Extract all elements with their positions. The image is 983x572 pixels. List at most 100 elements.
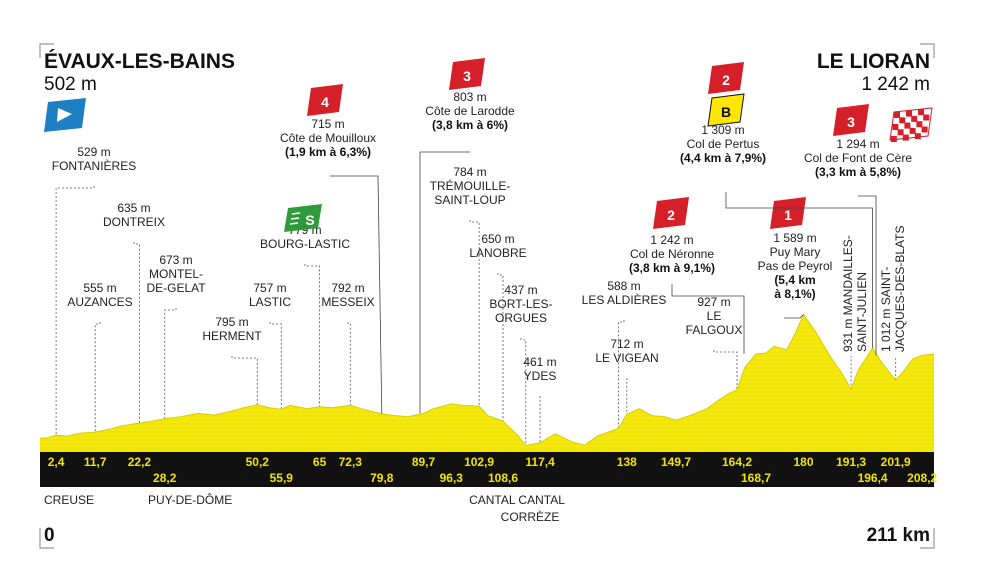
climb-category-flag-icon [708,62,744,94]
climb-detail: (1,9 km à 6,3%) [285,145,371,159]
climb-leader [858,195,877,356]
waypoint-text: LASTIC [249,295,291,309]
leader-line [469,220,480,407]
finish-flag-square [911,115,918,122]
frame-corner-bottom-right [920,528,935,549]
profile-edge [40,313,935,447]
waypoint-text: BOURG-LASTIC [260,237,350,251]
region-creuse: CREUSE [44,493,94,507]
leader-line [269,322,282,410]
km-tick-label: 11,7 [84,455,107,469]
sprint-marker: S [284,204,322,232]
waypoint-text: LE [707,309,722,323]
finish-flag-square [890,136,897,142]
km-tick-label: 65 [313,455,327,469]
start-altitude: 502 m [44,74,97,95]
climb-category-label: 1 [784,207,792,223]
finish-flag-square [906,110,912,117]
finish-flag-square [923,114,930,121]
leader-line [164,308,177,419]
climb-category-label: 3 [463,68,471,84]
km-tick-label: 72,3 [339,455,363,469]
waypoint-text: TRÉMOUILLE- [430,178,511,193]
km-tick-label: 208,2 [907,471,937,485]
km-tick-label: 89,7 [412,455,436,469]
waypoint-text: DE-GELAT [146,281,206,295]
climb-detail: (4,4 km à 7,9%) [680,151,766,165]
waypoint-label-vertical: 931 m MANDAILLES- SAINT-JULIEN [841,235,869,352]
climb-altitude: 1 294 m [836,137,879,151]
sprint-speed-lines [289,212,301,225]
climb-leader [784,314,804,319]
region-cantal-cantal: CANTAL CANTAL [469,493,565,507]
climb-detail-2: à 8,1%) [774,287,815,301]
climb-category-label: 2 [722,72,730,88]
waypoint-text: HERMENT [202,329,262,343]
waypoint-text: MONTEL- [149,267,203,281]
km-tick-label: 164,2 [722,455,752,469]
waypoint-text: ORGUES [495,311,547,325]
climb-name: Puy Mary [770,245,821,259]
waypoint-text: JACQUES-DES-BLATS [893,226,907,352]
climb-detail: (3,8 km à 9,1%) [629,261,715,275]
climb-name: Col de Font de Cère [804,151,912,165]
sprint-flag-icon [284,204,322,232]
climb-leader [671,284,745,354]
waypoint-text: 784 m [453,165,486,179]
waypoint-text: 555 m [83,281,116,295]
waypoint-text: LANOBRE [469,246,526,260]
climb-name: Côte de Larodde [425,104,515,118]
start-town-name: ÉVAUX-LES-BAINS [44,50,235,73]
region-correze: CORRÈZE [501,509,560,524]
climb-detail: (3,8 km à 6%) [432,118,508,132]
waypoint-text: 461 m [523,355,556,369]
waypoint-text: SAINT-JULIEN [855,272,869,352]
waypoint-text: 712 m [610,337,643,351]
km-tick-label: 138 [617,455,637,469]
leader-line [133,242,140,423]
finish-flag-square [894,112,900,118]
climb-category-flag-icon [449,58,485,90]
waypoint-text: 588 m [607,279,640,293]
frame-corner-top-right [920,43,935,58]
waypoint-text: LE VIGEAN [595,351,658,365]
leader-line [347,322,351,406]
climb-category-flag-icon [770,197,806,229]
waypoint-text: 529 m [77,145,110,159]
region-puy-de-dome: PUY-DE-DÔME [148,492,232,507]
climb-category-label: 3 [847,114,855,130]
km-tick-label: 50,2 [246,455,270,469]
climb-altitude: 1 309 m [701,123,744,137]
waypoint-text: FONTANIÈRES [52,158,136,173]
km-tick-label: 180 [793,455,813,469]
climb-altitude: 803 m [453,90,486,104]
climb-name-2: Pas de Peyrol [758,259,833,273]
km-tick-label: 149,7 [661,455,691,469]
waypoint-text: 437 m [504,283,537,297]
climb-leader [419,151,470,414]
km-tick-label: 201,9 [881,455,911,469]
waypoint-text: 927 m [697,295,730,309]
axis-start-km: 0 [44,525,55,546]
km-tick-label: 168,7 [741,471,771,485]
km-tick-label: 108,6 [488,471,518,485]
waypoint-text: 650 m [481,232,514,246]
finish-flag-square [916,121,923,128]
leader-line [304,264,320,407]
leader-line [55,186,95,436]
bonus-label: B [721,104,731,120]
finish-flag-square [899,117,906,124]
climb-leader [330,175,383,414]
finish-flag-square [904,122,911,129]
waypoint-text: 673 m [159,253,192,267]
waypoint-text: 1 012 m SAINT- [879,267,893,352]
km-band [40,452,934,487]
km-tick-label: 96,3 [440,471,464,485]
start-flag-icon [44,98,86,132]
climb-category-flag-icon [833,104,869,136]
